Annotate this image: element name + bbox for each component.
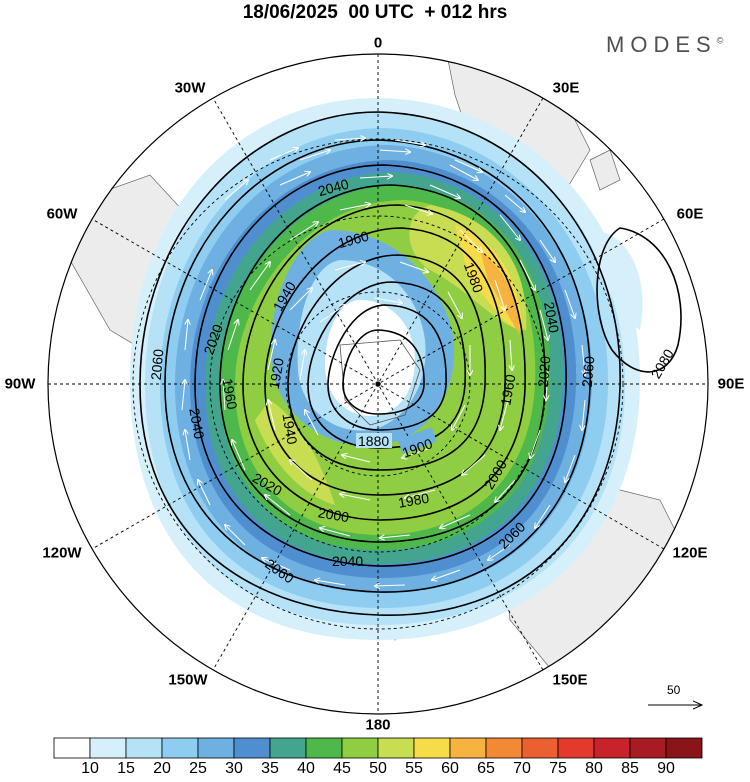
contour-label: 1960: [336, 228, 370, 252]
brand-name: MODES: [606, 32, 717, 57]
meridian-label-60w: 60W: [46, 205, 78, 223]
meridian-label-0: 0: [373, 34, 383, 52]
brand-mark: ©: [716, 35, 724, 46]
colorbar: [53, 737, 703, 759]
contour-2060: [139, 111, 621, 616]
colorbar-tick-label: 10: [81, 760, 99, 777]
contour-label: 1880: [358, 433, 389, 449]
contour-label: 1960: [497, 373, 518, 407]
meridian-label-30w: 30W: [174, 79, 206, 97]
colorbar-tick-label: 35: [261, 760, 279, 777]
colorbar-tick-label: 30: [225, 760, 243, 777]
land-madagascar: [589, 149, 621, 191]
contour-label: 1940: [279, 412, 300, 446]
meridian-label-90w: 90W: [4, 375, 36, 393]
wind-vectors: [181, 138, 585, 586]
colorbar-tick-label: 25: [189, 760, 207, 777]
colorbar-tick-label: 75: [549, 760, 567, 777]
colorbar-swatch: [593, 737, 631, 759]
meridian-label-90e: 90E: [717, 375, 745, 393]
contour-label: 2020: [535, 355, 554, 388]
colorbar-tick-label: 90: [657, 760, 675, 777]
colorbar-swatch: [89, 737, 127, 759]
contour-1960: [264, 227, 506, 496]
contour-1940: [287, 254, 486, 471]
colorbar-swatch: [557, 737, 595, 759]
colorbar-tick-label: 50: [369, 760, 387, 777]
map-disc: 1880 1900 1920 1940 1960 1980 2000 2020 …: [48, 54, 708, 714]
colorbar-swatch: [629, 737, 667, 759]
colorbar-swatch: [449, 737, 487, 759]
meridian-label-60e: 60E: [676, 205, 704, 223]
colorbar-swatch: [377, 737, 415, 759]
contour-label: 2060: [579, 355, 598, 388]
reference-vector-value: 50: [667, 683, 681, 697]
colorbar-tick-label: 55: [405, 760, 423, 777]
meridian-label-150w: 150W: [168, 671, 208, 689]
contour-2020: [194, 164, 567, 567]
colorbar-swatch: [485, 737, 523, 759]
antarctica-coast: [339, 339, 421, 426]
colorbar-swatch: [341, 737, 379, 759]
meridian-label-30e: 30E: [552, 79, 580, 97]
colorbar-swatch: [521, 737, 559, 759]
colorbar-swatch: [233, 737, 271, 759]
contour-2000: [219, 184, 546, 543]
brand-logo: MODES©: [606, 32, 723, 58]
contour-label: 2040: [541, 301, 562, 335]
map-title: 18/06/2025 00 UTC + 012 hrs: [242, 2, 508, 23]
colorbar-swatch: [197, 737, 235, 759]
contour-1880: [342, 329, 425, 415]
contour-label: 2060: [148, 348, 167, 381]
contour-1980: [242, 204, 526, 521]
colorbar-tick-label: 80: [585, 760, 603, 777]
colorbar-tick-label: 65: [477, 760, 495, 777]
colorbar-tick-label: 15: [117, 760, 135, 777]
colorbar-swatch: [53, 737, 91, 759]
contours: [139, 111, 682, 616]
colorbar-tick-label: 85: [621, 760, 639, 777]
colorbar-tick-label: 70: [513, 760, 531, 777]
contour-label: 2040: [186, 407, 207, 441]
map-boundary: [47, 53, 709, 715]
colorbar-swatch: [269, 737, 307, 759]
colorbar-tick-label: 60: [441, 760, 459, 777]
contour-label: 2000: [317, 504, 351, 525]
colorbar-tick-label: 20: [153, 760, 171, 777]
contour-1900: [327, 304, 447, 431]
contour-label: 1960: [219, 377, 240, 411]
colorbar-tick-label: 45: [333, 760, 351, 777]
pole-marker: [375, 381, 381, 387]
colorbar-swatch: [665, 737, 703, 759]
colorbar-tick-label: 40: [297, 760, 315, 777]
contour-label: 1980: [397, 490, 431, 511]
meridian-label-180: 180: [365, 716, 391, 734]
colorbar-swatch: [125, 737, 163, 759]
meridian-label-120e: 120E: [672, 544, 708, 562]
meridian-label-120w: 120W: [42, 544, 82, 562]
colorbar-swatch: [305, 737, 343, 759]
contour-label: 2040: [332, 553, 363, 569]
contour-label: 1920: [266, 357, 287, 391]
colorbar-swatch: [161, 737, 199, 759]
colorbar-swatch: [413, 737, 451, 759]
meridian-label-150e: 150E: [552, 671, 588, 689]
contour-label: 2040: [316, 176, 350, 200]
contour-2080: [596, 227, 682, 373]
contour-2040: [164, 139, 591, 593]
